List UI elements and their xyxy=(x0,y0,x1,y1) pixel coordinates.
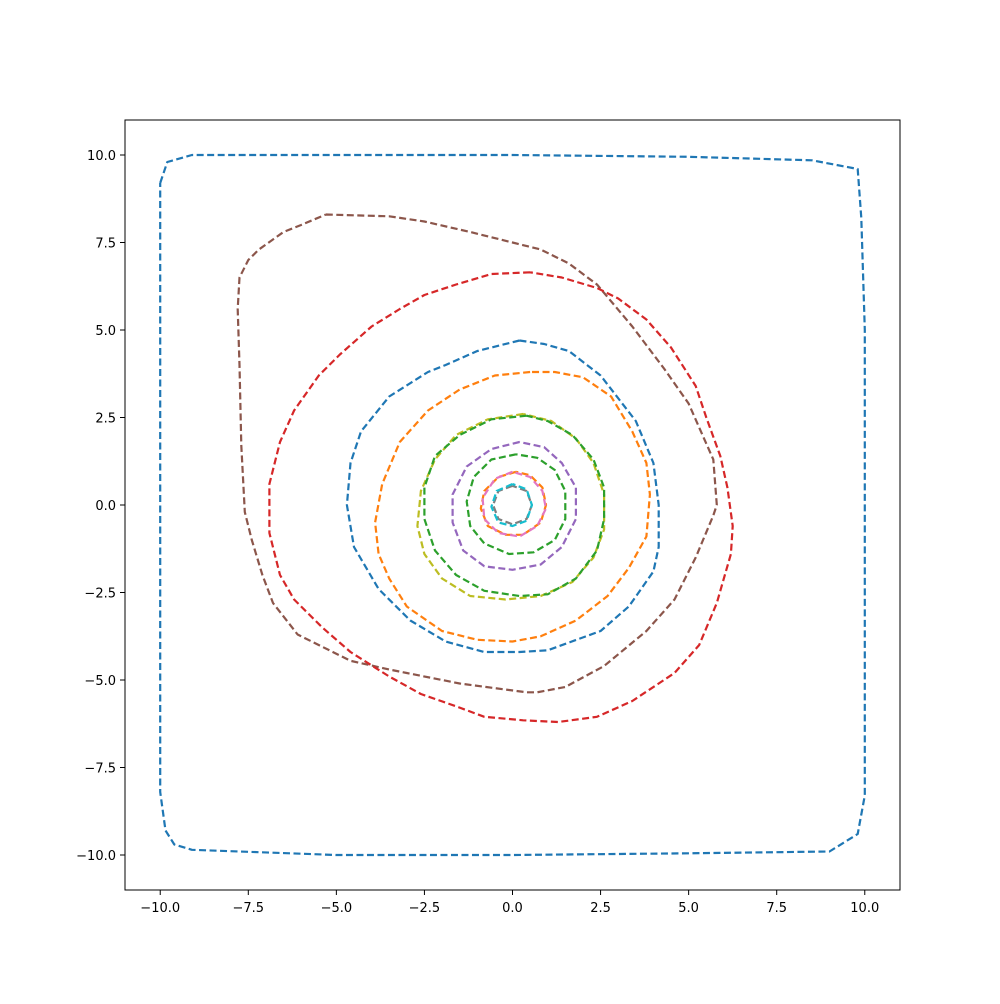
contour-line-3 xyxy=(268,271,734,724)
y-axis: −10.0 −7.5 −5.0 −2.5 0.0 2.5 5.0 7.5 10.0 xyxy=(76,149,125,864)
x-tick-label: 10.0 xyxy=(850,901,879,916)
y-tick-label: 5.0 xyxy=(95,324,116,339)
contour-line-13 xyxy=(490,482,534,528)
contour-line-5 xyxy=(374,370,652,643)
x-tick-label: 2.5 xyxy=(590,901,611,916)
contour-line-1 xyxy=(159,153,866,857)
y-tick-label: −2.5 xyxy=(84,587,116,602)
contour-line-10 xyxy=(479,470,548,536)
contour-line-6 xyxy=(416,412,606,601)
y-tick-label: 10.0 xyxy=(87,149,116,164)
y-tick-label: 0.0 xyxy=(95,499,116,514)
x-tick-label: 5.0 xyxy=(678,901,699,916)
y-tick-label: 7.5 xyxy=(95,237,116,252)
y-tick-label: −10.0 xyxy=(76,849,116,864)
contour-line-4 xyxy=(345,339,660,654)
x-tick-label: 0.0 xyxy=(502,901,523,916)
y-tick-label: −5.0 xyxy=(84,674,116,689)
contour-line-9 xyxy=(465,453,567,556)
y-tick-label: −7.5 xyxy=(84,762,116,777)
x-axis: −10.0 −7.5 −5.0 −2.5 0.0 2.5 5.0 7.5 10.0 xyxy=(140,890,879,916)
series-layer xyxy=(159,153,866,857)
x-tick-label: −5.0 xyxy=(321,901,353,916)
y-tick-label: 2.5 xyxy=(95,412,116,427)
x-tick-label: −2.5 xyxy=(409,901,441,916)
x-tick-label: −7.5 xyxy=(233,901,265,916)
x-tick-label: 7.5 xyxy=(766,901,787,916)
contour-line-11 xyxy=(481,470,548,538)
x-tick-label: −10.0 xyxy=(140,901,180,916)
contour-line-8 xyxy=(451,440,578,571)
